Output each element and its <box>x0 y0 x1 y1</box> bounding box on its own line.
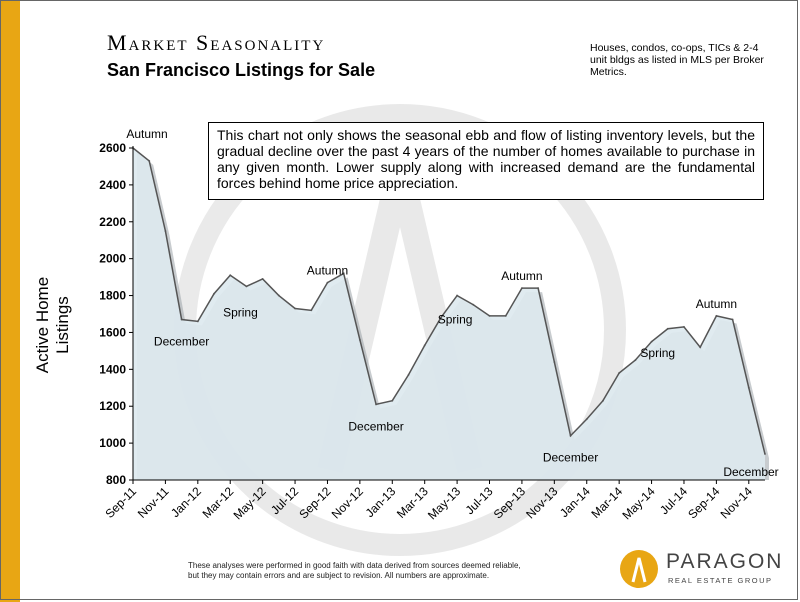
data-point <box>715 314 718 317</box>
x-tick-label: May-13 <box>425 484 463 522</box>
x-tick-label: Jan-12 <box>168 484 204 520</box>
data-point <box>520 287 523 290</box>
logo-name: PARAGON <box>666 550 784 573</box>
data-point <box>731 318 734 321</box>
logo-tagline: REAL ESTATE GROUP <box>668 576 773 585</box>
area-fill <box>133 148 765 480</box>
data-point <box>180 318 183 321</box>
data-point <box>747 386 750 389</box>
data-point <box>358 338 361 341</box>
data-point <box>375 403 378 406</box>
x-tick-label: Jan-14 <box>557 484 593 520</box>
data-point <box>682 325 685 328</box>
data-point <box>666 327 669 330</box>
data-point <box>391 399 394 402</box>
page-subtitle: San Francisco Listings for Sale <box>107 60 376 80</box>
data-point <box>553 360 556 363</box>
annotation-label: Autumn <box>696 297 737 311</box>
annotation-label: Autumn <box>126 127 167 141</box>
x-tick-label: Mar-13 <box>394 484 431 521</box>
y-tick-label: 1400 <box>99 362 126 376</box>
disclaimer-line-2: but they may contain errors and are subj… <box>188 571 490 580</box>
disclaimer-line-1: These analyses were performed in good fa… <box>188 561 521 570</box>
source-note: Houses, condos, co-ops, TICs & 2-4 unit … <box>590 42 764 78</box>
series-line <box>132 147 766 455</box>
x-tick-label: Mar-12 <box>200 484 237 521</box>
data-point <box>634 359 637 362</box>
data-point <box>569 434 572 437</box>
annotation-label: Spring <box>640 346 675 360</box>
y-tick-label: 2400 <box>99 178 126 192</box>
data-point <box>326 281 329 284</box>
data-point <box>277 294 280 297</box>
data-point <box>537 287 540 290</box>
y-tick-label: 2600 <box>99 141 126 155</box>
annotation-label: December <box>154 335 209 349</box>
y-tick-label: 1600 <box>99 325 126 339</box>
y-tick-label: 1000 <box>99 436 126 450</box>
data-point <box>213 292 216 295</box>
disclaimer: These analyses were performed in good fa… <box>188 561 588 581</box>
data-point <box>148 159 151 162</box>
annotation-label: Autumn <box>307 264 348 278</box>
x-tick-label: Sep-11 <box>102 484 139 521</box>
x-tick-label: Nov-12 <box>329 484 366 521</box>
paragon-logo: PARAGON REAL ESTATE GROUP <box>620 548 784 592</box>
y-axis-label: Active Home Listings <box>33 276 72 374</box>
x-tick-label: Jan-13 <box>363 484 399 520</box>
chart-callout: This chart not only shows the seasonal e… <box>208 122 764 200</box>
annotation-label: December <box>348 419 403 433</box>
annotation-label: Spring <box>438 313 473 327</box>
y-tick-label: 1200 <box>99 399 126 413</box>
data-point <box>294 307 297 310</box>
annotation-label: December <box>723 465 778 479</box>
data-point <box>439 316 442 319</box>
y-tick-label: 2000 <box>99 252 126 266</box>
data-point <box>488 314 491 317</box>
data-point <box>456 294 459 297</box>
y-tick-label: 2200 <box>99 215 126 229</box>
data-point <box>601 399 604 402</box>
data-point <box>196 320 199 323</box>
data-point <box>650 340 653 343</box>
data-point <box>261 277 264 280</box>
x-tick-label: Mar-14 <box>588 484 625 521</box>
data-point <box>504 314 507 317</box>
data-point <box>164 230 167 232</box>
data-point <box>310 309 313 312</box>
annotation-label: Spring <box>223 305 258 319</box>
x-tick-label: Nov-14 <box>718 484 755 521</box>
x-tick-label: Nov-11 <box>135 484 172 521</box>
data-point <box>585 418 588 421</box>
data-point <box>699 346 702 349</box>
annotation-label: December <box>543 451 598 465</box>
data-point <box>764 453 766 456</box>
data-point <box>472 303 475 306</box>
y-tick-label: 800 <box>106 473 126 487</box>
data-point <box>618 372 621 375</box>
data-point <box>342 272 345 275</box>
logo-mark-icon <box>620 550 658 588</box>
data-point <box>245 285 248 288</box>
x-tick-label: May-14 <box>619 484 657 522</box>
data-point <box>423 344 426 347</box>
annotation-label: Autumn <box>501 269 542 283</box>
accent-bar <box>0 0 20 602</box>
x-tick-label: Sep-14 <box>685 484 722 521</box>
data-point <box>407 373 410 376</box>
data-point <box>229 274 232 277</box>
y-tick-label: 1800 <box>99 289 126 303</box>
page-title: Market Seasonality <box>107 30 326 55</box>
